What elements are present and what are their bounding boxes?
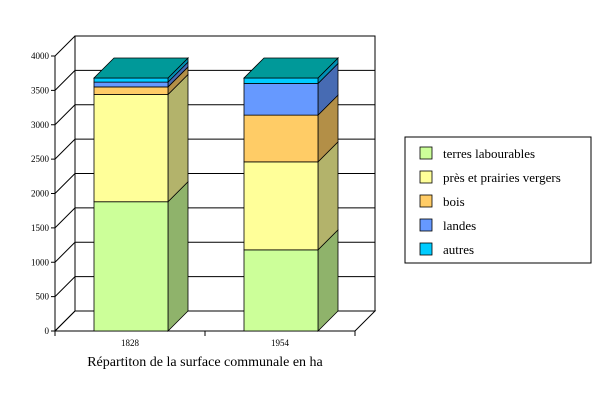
bar-segment-landes	[243, 83, 319, 116]
legend-box	[404, 136, 592, 264]
gridline-left	[54, 138, 76, 160]
x-tick-label: 1828	[121, 338, 140, 348]
gridline-left	[54, 207, 76, 229]
bar-segment-terres labourables	[93, 201, 169, 332]
bar-segment-bois	[93, 86, 169, 95]
gridline-left	[54, 35, 76, 57]
y-tick-label: 3500	[31, 85, 50, 95]
y-tick-label: 3000	[31, 120, 50, 130]
chart-legend: terres labourables près et prairies verge…	[404, 136, 592, 264]
bar-top-1954	[243, 57, 339, 79]
y-tick-label: 2500	[31, 154, 50, 164]
y-tick-label: 500	[36, 292, 50, 302]
y-tick-label: 1500	[31, 223, 50, 233]
bar-segment-près et prairies vergers	[243, 161, 319, 251]
legend-swatch	[419, 146, 433, 160]
x-tick-label: 1954	[271, 338, 290, 348]
gridline-left	[54, 70, 76, 91]
x-axis-ticks: 1828 1954	[54, 331, 356, 348]
bar-top-1828	[93, 57, 189, 79]
bar-segment-bois	[243, 114, 319, 163]
y-tick-label: 0	[45, 326, 50, 336]
legend-label: autres	[443, 242, 474, 257]
bar-segment-landes	[93, 81, 169, 88]
legend-swatch	[419, 194, 433, 208]
bar-segment-terres labourables	[243, 249, 319, 332]
x-axis-label: Répartiton de la surface communale en ha	[87, 355, 323, 370]
legend-label: landes	[443, 218, 476, 233]
legend-label: près et prairies vergers	[443, 170, 561, 185]
y-tick-label: 1000	[31, 257, 50, 267]
legend-swatch	[419, 170, 433, 184]
legend-label: terres labourables	[443, 146, 535, 161]
y-tick-label: 4000	[31, 51, 50, 61]
y-tick-label: 2000	[31, 189, 50, 199]
bar-segment-autres	[243, 77, 319, 84]
legend-swatch	[419, 242, 433, 256]
legend-swatch	[419, 218, 433, 232]
bar-segment-près et prairies vergers	[93, 94, 169, 203]
gridline-left	[54, 276, 76, 297]
gridline-left	[54, 104, 76, 126]
bar-side-terres labourables	[167, 180, 189, 332]
chart-bars	[93, 57, 339, 332]
gridline-left	[54, 241, 76, 263]
legend-label: bois	[443, 194, 465, 209]
gridline-left	[54, 310, 76, 332]
bar-segment-autres	[93, 77, 169, 83]
y-axis-ticks: 0 500 1000 1500 2000 2500 3000 3500 4000	[31, 51, 55, 336]
gridline-left	[54, 173, 76, 194]
bar-side-près et prairies vergers	[167, 73, 189, 203]
